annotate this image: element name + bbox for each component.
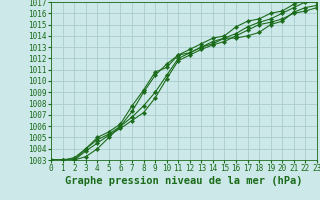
X-axis label: Graphe pression niveau de la mer (hPa): Graphe pression niveau de la mer (hPa) [65,176,303,186]
